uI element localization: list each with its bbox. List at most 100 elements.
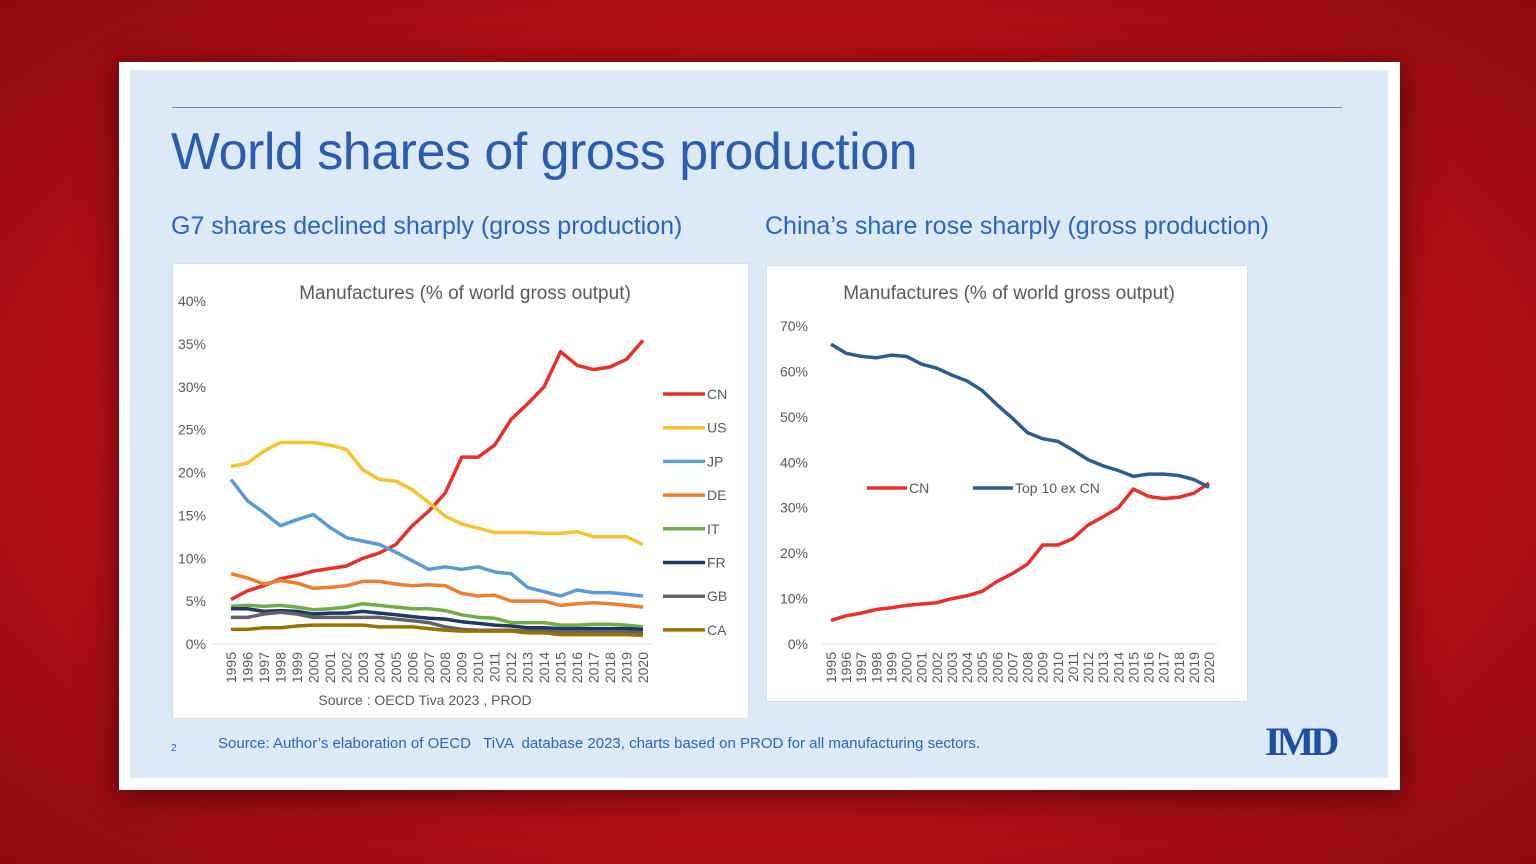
x-tick-label: 2003 (944, 652, 960, 683)
g7-shares-svg: Manufactures (% of world gross output) 0%… (178, 283, 727, 708)
series-line-us (230, 440, 644, 547)
x-tick-label: 1998 (868, 652, 884, 683)
x-tick-label: 2008 (437, 652, 453, 683)
x-tick-label: 1995 (823, 652, 839, 683)
china-share-chart: Manufactures (% of world gross output) 0%… (766, 265, 1248, 702)
x-tick-label: 2002 (929, 652, 945, 683)
x-tick-label: 2007 (1004, 652, 1020, 683)
y-tick-label: 50% (780, 409, 808, 425)
x-tick-label: 1997 (256, 652, 272, 683)
chart-title: Manufactures (% of world gross output) (299, 283, 631, 304)
right-subtitle: China’s share rose sharply (gross produc… (765, 212, 1269, 240)
x-tick-label: 2014 (536, 652, 552, 683)
x-tick-label: 2010 (470, 652, 486, 683)
x-tick-label: 2015 (1125, 652, 1141, 683)
y-tick-label: 5% (186, 593, 206, 609)
chart-title: Manufactures (% of world gross output) (843, 283, 1175, 304)
imd-logo: IMD (1265, 719, 1339, 764)
y-tick-label: 60% (780, 363, 808, 379)
x-tick-label: 2006 (989, 652, 1005, 683)
x-tick-label: 2011 (487, 652, 503, 682)
x-tick-label: 2016 (569, 652, 585, 683)
x-tick-label: 2019 (619, 652, 635, 683)
series-line-cn (230, 339, 645, 601)
y-tick-label: 0% (186, 636, 206, 652)
x-tick-label: 2017 (1156, 652, 1172, 683)
x-tick-label: 1996 (838, 652, 854, 683)
y-tick-label: 30% (178, 379, 206, 395)
y-tick-label: 10% (780, 591, 808, 607)
x-tick-label: 2001 (322, 652, 338, 683)
x-tick-label: 1997 (853, 652, 869, 683)
x-tick-label: 2020 (635, 652, 651, 683)
series-line-it (230, 601, 644, 629)
x-tick-label: 2012 (1080, 652, 1096, 683)
y-tick-label: 35% (178, 336, 206, 352)
y-tick-label: 10% (178, 550, 206, 566)
series-line-jp (229, 478, 644, 598)
x-tick-label: 2018 (1171, 652, 1187, 683)
x-tick-label: 2020 (1201, 652, 1217, 683)
x-tick-label: 2013 (520, 652, 536, 683)
x-tick-label: 2000 (305, 652, 321, 683)
source-note: Source: Author’s elaboration of OECD TiV… (218, 735, 981, 752)
series-line-fr (231, 607, 644, 632)
page-title: World shares of gross production (171, 123, 918, 181)
x-tick-label: 2016 (1141, 652, 1157, 683)
legend-label: CN (707, 386, 727, 402)
x-tick-label: 2018 (602, 652, 618, 683)
x-tick-label: 2002 (338, 652, 354, 683)
china-share-svg: Manufactures (% of world gross output) 0%… (780, 283, 1217, 683)
series-line-top-10-ex-cn (830, 342, 1210, 489)
legend-label: GB (707, 588, 727, 604)
x-tick-label: 2012 (503, 652, 519, 683)
x-tick-label: 2004 (371, 652, 387, 683)
x-tick-label: 2015 (553, 652, 569, 683)
series-line-ca (231, 623, 644, 638)
x-tick-label: 2001 (914, 652, 930, 683)
left-subtitle: G7 shares declined sharply (gross produc… (171, 212, 683, 240)
legend-label: CN (909, 480, 929, 496)
y-tick-label: 70% (780, 318, 808, 334)
x-tick-label: 1999 (289, 652, 305, 683)
x-tick-label: 2009 (454, 652, 470, 683)
x-tick-label: 2005 (388, 652, 404, 683)
x-tick-label: 2011 (1065, 652, 1081, 682)
x-tick-label: 2005 (974, 652, 990, 683)
legend-label: Top 10 ex CN (1015, 480, 1100, 496)
x-tick-label: 2019 (1186, 652, 1202, 683)
x-tick-label: 1999 (883, 652, 899, 683)
y-tick-label: 25% (178, 422, 206, 438)
series-line-gb (231, 610, 644, 635)
x-tick-label: 2006 (404, 652, 420, 683)
g7-shares-chart: Manufactures (% of world gross output) 0%… (172, 263, 749, 719)
legend-label: US (707, 420, 726, 436)
x-tick-label: 1995 (223, 652, 239, 683)
legend-label: DE (707, 487, 726, 503)
y-tick-label: 30% (780, 500, 808, 516)
x-tick-label: 2013 (1095, 652, 1111, 683)
x-tick-label: 1996 (239, 652, 255, 683)
title-divider (172, 107, 1342, 108)
series-line-de (230, 572, 644, 609)
y-tick-label: 40% (178, 293, 206, 309)
chart-source-note: Source : OECD Tiva 2023 , PROD (318, 692, 531, 708)
legend-label: FR (707, 555, 726, 571)
x-tick-label: 2017 (586, 652, 602, 683)
x-tick-label: 2009 (1035, 652, 1051, 683)
x-tick-label: 2010 (1050, 652, 1066, 683)
x-tick-label: 2000 (899, 652, 915, 683)
x-tick-label: 2004 (959, 652, 975, 683)
page-number: 2 (171, 743, 177, 754)
y-tick-label: 20% (178, 465, 206, 481)
x-tick-label: 2007 (421, 652, 437, 683)
legend-label: CA (707, 622, 727, 638)
x-tick-label: 1998 (272, 652, 288, 683)
series-line-cn (830, 481, 1210, 623)
x-tick-label: 2014 (1110, 652, 1126, 683)
legend-label: IT (707, 521, 720, 537)
y-tick-label: 40% (780, 454, 808, 470)
y-tick-label: 15% (178, 507, 206, 523)
x-tick-label: 2003 (355, 652, 371, 683)
y-tick-label: 0% (788, 636, 808, 652)
